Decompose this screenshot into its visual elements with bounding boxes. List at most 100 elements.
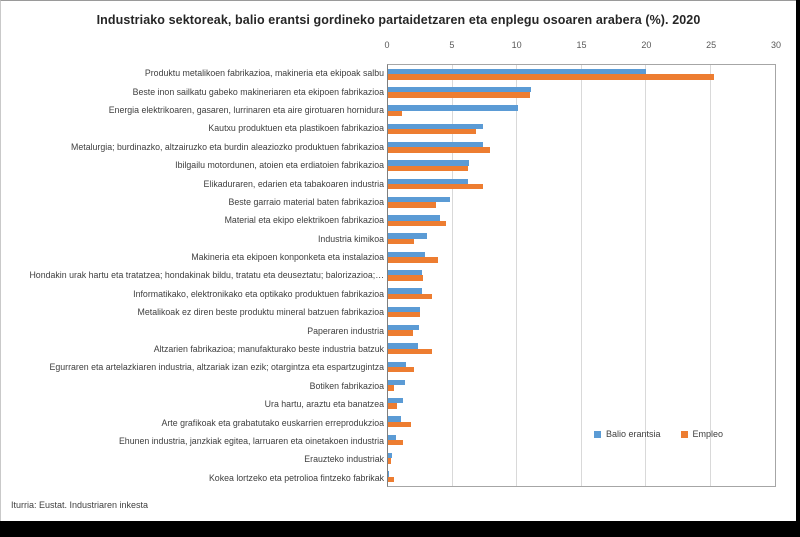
bar-empleo bbox=[388, 275, 423, 281]
bar-group bbox=[388, 248, 775, 266]
bar-balio-erantsia bbox=[388, 471, 390, 477]
bar-empleo bbox=[388, 403, 398, 409]
bar-empleo bbox=[388, 220, 447, 226]
bar-empleo bbox=[388, 183, 484, 190]
chart-legend: Balio erantsia Empleo bbox=[594, 429, 723, 439]
bar-balio-erantsia bbox=[388, 178, 468, 184]
x-tick-label: 15 bbox=[576, 40, 587, 50]
bar-group bbox=[388, 376, 775, 394]
bar-balio-erantsia bbox=[388, 398, 404, 404]
bar-empleo bbox=[388, 202, 436, 208]
category-label: Ura hartu, araztu eta banatzea bbox=[264, 399, 384, 410]
category-label: Egurraren eta artelazkiaren industria, a… bbox=[49, 362, 384, 373]
category-label: Beste inon sailkatu gabeko makineriaren … bbox=[132, 86, 384, 97]
bar-empleo bbox=[388, 238, 414, 245]
bar-group bbox=[388, 138, 775, 156]
bar-group bbox=[388, 120, 775, 138]
category-label: Arte grafikoak eta grabatutako euskarrie… bbox=[161, 417, 385, 428]
x-axis-tick-labels: 0 5 10 15 20 25 30 bbox=[384, 40, 781, 52]
x-tick-label: 25 bbox=[706, 40, 717, 50]
category-label: Ehunen industria, janzkiak egitea, larru… bbox=[118, 436, 384, 446]
bar-empleo bbox=[388, 110, 403, 117]
x-tick-label: 10 bbox=[511, 40, 522, 50]
gridline bbox=[581, 65, 582, 486]
bar-group bbox=[388, 285, 775, 303]
bar-group bbox=[388, 321, 775, 339]
category-label: Botiken fabrikazioa bbox=[309, 380, 384, 391]
bar-balio-erantsia bbox=[388, 306, 421, 312]
x-tick-label: 5 bbox=[449, 40, 455, 50]
bar-balio-erantsia bbox=[388, 123, 484, 130]
category-label: Makineria eta ekipoen konponketa eta ins… bbox=[191, 252, 384, 263]
bar-balio-erantsia bbox=[388, 288, 422, 294]
bar-group bbox=[388, 449, 775, 467]
bar-empleo bbox=[388, 476, 395, 483]
bar-group bbox=[388, 266, 775, 284]
bar-group bbox=[388, 358, 775, 376]
bar-group bbox=[388, 413, 775, 431]
bar-balio-erantsia bbox=[388, 324, 419, 331]
category-label: Altzarien fabrikazioa; manufakturako bes… bbox=[153, 344, 384, 355]
bar-balio-erantsia bbox=[388, 87, 532, 93]
bar-balio-erantsia bbox=[388, 233, 427, 239]
bar-group bbox=[388, 431, 775, 449]
bar-empleo bbox=[388, 257, 439, 263]
x-tick-label: 30 bbox=[770, 40, 782, 50]
bar-balio-erantsia bbox=[388, 68, 646, 75]
source-note: Iturria: Eustat. Industriaren inkesta bbox=[11, 500, 149, 510]
bar-empleo bbox=[388, 312, 421, 318]
bar-balio-erantsia bbox=[388, 215, 440, 221]
x-tick-label: 20 bbox=[641, 40, 652, 50]
bar-balio-erantsia bbox=[388, 416, 401, 422]
bar-balio-erantsia bbox=[388, 270, 422, 276]
legend-item: Balio erantsia bbox=[594, 429, 661, 439]
bar-balio-erantsia bbox=[388, 105, 519, 111]
category-label: Ibilgailu motordunen, atoien eta erdiato… bbox=[175, 160, 384, 171]
bar-balio-erantsia bbox=[388, 434, 396, 441]
bar-empleo bbox=[388, 293, 432, 300]
bar-group bbox=[388, 156, 775, 174]
x-tick-label: 0 bbox=[384, 40, 390, 50]
category-label: Metalikoak ez diren beste produktu miner… bbox=[137, 307, 384, 318]
plot-area bbox=[387, 64, 776, 487]
bar-balio-erantsia bbox=[388, 343, 418, 349]
bar-empleo bbox=[388, 421, 412, 428]
bar-empleo bbox=[388, 385, 395, 391]
category-label: Erauzteko industriak bbox=[304, 454, 384, 465]
category-label: Paperaren industria bbox=[307, 325, 384, 336]
bar-balio-erantsia bbox=[388, 141, 484, 148]
chart-title: Industriako sektoreak, balio erantsi gor… bbox=[96, 13, 701, 27]
category-labels-column: Produktu metalikoen fabrikazioa, makiner… bbox=[5, 64, 384, 487]
legend-item: Empleo bbox=[680, 429, 724, 439]
category-label: Kautxu produktuen eta plastikoen fabrika… bbox=[208, 123, 384, 134]
category-label: Material eta ekipo elektrikoen fabrikazi… bbox=[224, 215, 384, 226]
bar-empleo bbox=[388, 366, 414, 373]
bar-empleo bbox=[388, 330, 413, 336]
gridline bbox=[451, 65, 453, 486]
bar-group bbox=[388, 211, 775, 229]
bar-empleo bbox=[388, 458, 391, 464]
bar-group bbox=[388, 83, 775, 101]
gridline bbox=[710, 65, 711, 486]
bar-group bbox=[388, 65, 775, 83]
bar-balio-erantsia bbox=[388, 452, 392, 459]
chart-canvas: Industriako sektoreak, balio erantsi gor… bbox=[0, 0, 796, 521]
bar-group bbox=[388, 193, 775, 211]
category-label: Industria kimikoa bbox=[317, 233, 384, 244]
gridline bbox=[516, 65, 518, 486]
bar-empleo bbox=[388, 129, 476, 135]
legend-label: Empleo bbox=[692, 429, 724, 439]
bar-empleo bbox=[388, 440, 404, 446]
bar-group bbox=[388, 230, 775, 248]
legend-swatch-icon bbox=[680, 430, 688, 438]
bar-balio-erantsia bbox=[388, 196, 450, 203]
bar-group bbox=[388, 468, 775, 486]
bar-empleo bbox=[388, 74, 715, 80]
category-label: Informatikako, elektronikako eta optikak… bbox=[133, 288, 384, 299]
category-label: Kokea lortzeko eta petrolioa fintzeko fa… bbox=[208, 472, 384, 483]
bar-empleo bbox=[388, 165, 468, 172]
category-label: Energia elektrikoaren, gasaren, lurrinar… bbox=[108, 104, 384, 115]
bar-group bbox=[388, 175, 775, 193]
category-label: Metalurgia; burdinazko, altzairuzko eta … bbox=[71, 141, 384, 152]
bar-group bbox=[388, 303, 775, 321]
